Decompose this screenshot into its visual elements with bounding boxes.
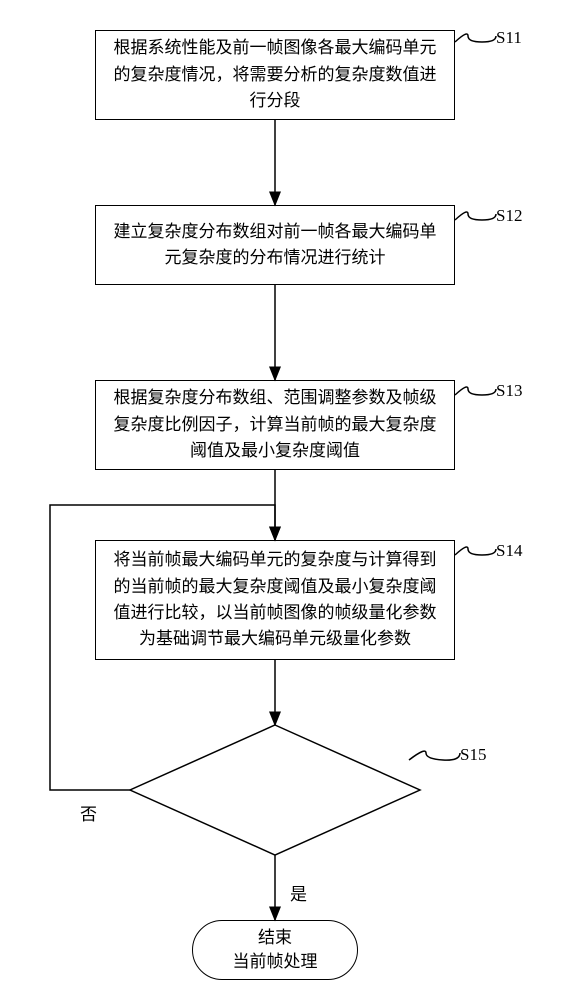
step-label-s14: S14 bbox=[496, 541, 522, 561]
process-box-s14: 将当前帧最大编码单元的复杂度与计算得到的当前帧的最大复杂度阈值及最小复杂度阈值进… bbox=[95, 540, 455, 660]
edge-label-yes: 是 bbox=[290, 880, 307, 905]
step-label-s11: S11 bbox=[496, 28, 522, 48]
step-label-s12: S12 bbox=[496, 206, 522, 226]
step-label-s13: S13 bbox=[496, 381, 522, 401]
flow-svg bbox=[0, 0, 586, 1000]
process-box-s13: 根据复杂度分布数组、范围调整参数及帧级复杂度比例因子，计算当前帧的最大复杂度阈值… bbox=[95, 380, 455, 470]
process-box-s11: 根据系统性能及前一帧图像各最大编码单元的复杂度情况，将需要分析的复杂度数值进行分… bbox=[95, 30, 455, 120]
process-box-s12: 建立复杂度分布数组对前一帧各最大编码单元复杂度的分布情况进行统计 bbox=[95, 205, 455, 285]
process-text: 将当前帧最大编码单元的复杂度与计算得到的当前帧的最大复杂度阈值及最小复杂度阈值进… bbox=[108, 547, 442, 652]
edge-label-no: 否 bbox=[80, 800, 97, 825]
process-text: 建立复杂度分布数组对前一帧各最大编码单元复杂度的分布情况进行统计 bbox=[108, 219, 442, 272]
terminator-text: 结束 当前帧处理 bbox=[233, 926, 318, 974]
process-text: 根据复杂度分布数组、范围调整参数及帧级复杂度比例因子，计算当前帧的最大复杂度阈值… bbox=[108, 385, 442, 464]
process-text: 根据系统性能及前一帧图像各最大编码单元的复杂度情况，将需要分析的复杂度数值进行分… bbox=[108, 35, 442, 114]
step-label-s15: S15 bbox=[460, 745, 486, 765]
terminator-end: 结束 当前帧处理 bbox=[192, 920, 358, 980]
decision-text: 是否为当前帧 最后一个最大编码单元 bbox=[160, 762, 390, 811]
